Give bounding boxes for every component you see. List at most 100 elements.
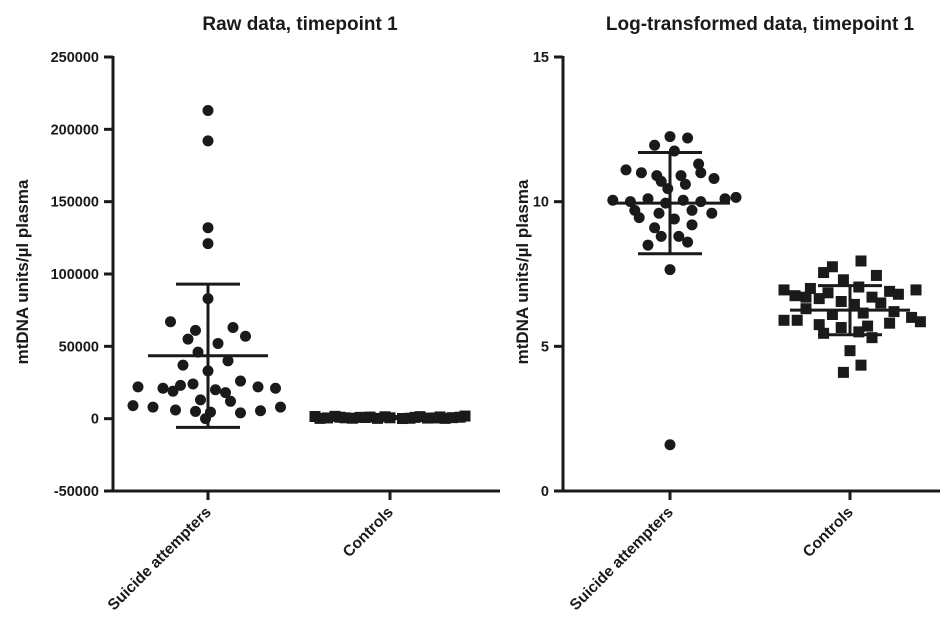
log-data-point bbox=[653, 207, 665, 219]
raw-data-panel: Raw data, timepoint 1 mtDNA units/µl pla… bbox=[13, 14, 500, 614]
raw-data-point bbox=[175, 379, 186, 391]
log-data-point bbox=[708, 173, 720, 185]
log-data-point bbox=[910, 284, 922, 296]
raw-data-point bbox=[252, 381, 264, 393]
log-data-point bbox=[649, 139, 661, 151]
log-data-point bbox=[822, 287, 834, 299]
raw-data-point bbox=[275, 401, 286, 413]
log-data-point bbox=[789, 290, 801, 302]
raw-data-point bbox=[167, 385, 179, 397]
log-data-point bbox=[906, 311, 918, 323]
log-data-point bbox=[837, 366, 849, 378]
log-y-axis-label: mtDNA units/µl plasma bbox=[513, 179, 532, 364]
raw-data-point bbox=[182, 333, 194, 345]
raw-data-point bbox=[220, 387, 231, 399]
log-data-point bbox=[673, 230, 685, 242]
log-data-point bbox=[826, 309, 838, 321]
raw-data-point bbox=[127, 400, 139, 412]
raw-data-point bbox=[322, 412, 333, 424]
raw-data-points bbox=[127, 105, 471, 425]
log-data-point bbox=[778, 284, 790, 296]
log-data-point bbox=[884, 317, 896, 329]
log-category-label: Suicide attempters bbox=[567, 504, 677, 614]
raw-data-point bbox=[314, 412, 326, 424]
log-data-point bbox=[664, 264, 676, 276]
raw-category-label: Suicide attempters bbox=[105, 504, 215, 614]
raw-data-point bbox=[202, 222, 214, 234]
log-data-point bbox=[642, 239, 654, 251]
log-y-tick-label: 15 bbox=[533, 50, 549, 66]
raw-data-point bbox=[195, 394, 206, 406]
log-data-point bbox=[662, 183, 674, 195]
log-data-point bbox=[835, 322, 847, 334]
log-data-point bbox=[730, 191, 742, 203]
raw-data-point bbox=[255, 405, 266, 417]
log-axes: 0 5 10 15 bbox=[533, 50, 940, 500]
raw-chart-title: Raw data, timepoint 1 bbox=[202, 14, 398, 35]
raw-data-point bbox=[157, 382, 169, 394]
raw-data-point bbox=[190, 405, 201, 417]
raw-data-point bbox=[454, 411, 466, 423]
log-data-point bbox=[848, 298, 860, 310]
log-data-point bbox=[837, 274, 849, 286]
log-category-labels: Suicide attempters Controls bbox=[567, 504, 857, 614]
raw-y-tick-label: 0 bbox=[91, 412, 99, 428]
raw-axes: -50000 0 50000 100000 150000 200000 250000 bbox=[51, 50, 500, 500]
raw-data-point bbox=[447, 412, 458, 424]
log-data-point bbox=[693, 158, 705, 170]
log-data-point bbox=[866, 291, 878, 303]
raw-y-tick-label: 150000 bbox=[51, 195, 99, 211]
log-data-point bbox=[813, 319, 825, 331]
log-y-tick-label: 10 bbox=[533, 195, 549, 211]
log-data-point bbox=[835, 295, 847, 307]
raw-error-bars bbox=[148, 282, 450, 429]
log-data-point bbox=[649, 222, 661, 234]
log-data-point bbox=[686, 219, 698, 231]
raw-data-point bbox=[210, 384, 221, 396]
raw-data-point bbox=[165, 316, 176, 328]
raw-data-point bbox=[202, 105, 214, 117]
log-data-point bbox=[778, 314, 790, 326]
raw-data-point bbox=[190, 324, 201, 336]
raw-category-label: Controls bbox=[340, 504, 397, 561]
raw-category-labels: Suicide attempters Controls bbox=[105, 504, 397, 614]
log-data-point bbox=[682, 132, 694, 144]
log-data-point bbox=[719, 193, 731, 205]
log-data-point bbox=[664, 131, 676, 143]
log-data-point bbox=[695, 167, 707, 179]
log-y-tick-label: 5 bbox=[541, 339, 549, 355]
raw-data-point bbox=[270, 382, 281, 394]
log-data-point bbox=[800, 291, 812, 303]
log-data-point bbox=[826, 261, 838, 273]
raw-y-tick-label: 50000 bbox=[59, 339, 99, 355]
log-data-point bbox=[791, 314, 803, 326]
raw-y-tick-label: 250000 bbox=[51, 50, 99, 66]
log-data-point bbox=[633, 212, 645, 224]
raw-data-point bbox=[222, 355, 234, 367]
raw-data-point bbox=[212, 337, 224, 349]
log-data-point bbox=[682, 236, 694, 248]
log-data-point bbox=[813, 293, 825, 305]
log-data-point bbox=[844, 345, 856, 357]
log-data-point bbox=[818, 267, 830, 279]
raw-data-point bbox=[202, 238, 214, 250]
log-data-point bbox=[870, 269, 882, 281]
log-data-point bbox=[642, 193, 654, 205]
log-category-label: Controls bbox=[800, 504, 857, 561]
log-data-point bbox=[914, 316, 926, 328]
raw-data-point bbox=[147, 401, 159, 413]
log-data-point bbox=[679, 178, 691, 190]
log-data-point bbox=[884, 285, 896, 297]
raw-data-point bbox=[202, 135, 214, 147]
raw-y-tick-label: 100000 bbox=[51, 267, 99, 283]
log-data-point bbox=[855, 359, 867, 371]
log-data-point bbox=[675, 170, 687, 182]
log-data-points bbox=[607, 131, 926, 451]
log-data-point bbox=[804, 282, 816, 294]
log-data-point bbox=[866, 332, 878, 344]
log-error-bars bbox=[610, 150, 910, 337]
log-data-point bbox=[686, 204, 698, 216]
raw-data-point bbox=[187, 378, 199, 390]
raw-data-point bbox=[235, 407, 246, 419]
log-data-point bbox=[635, 167, 647, 179]
